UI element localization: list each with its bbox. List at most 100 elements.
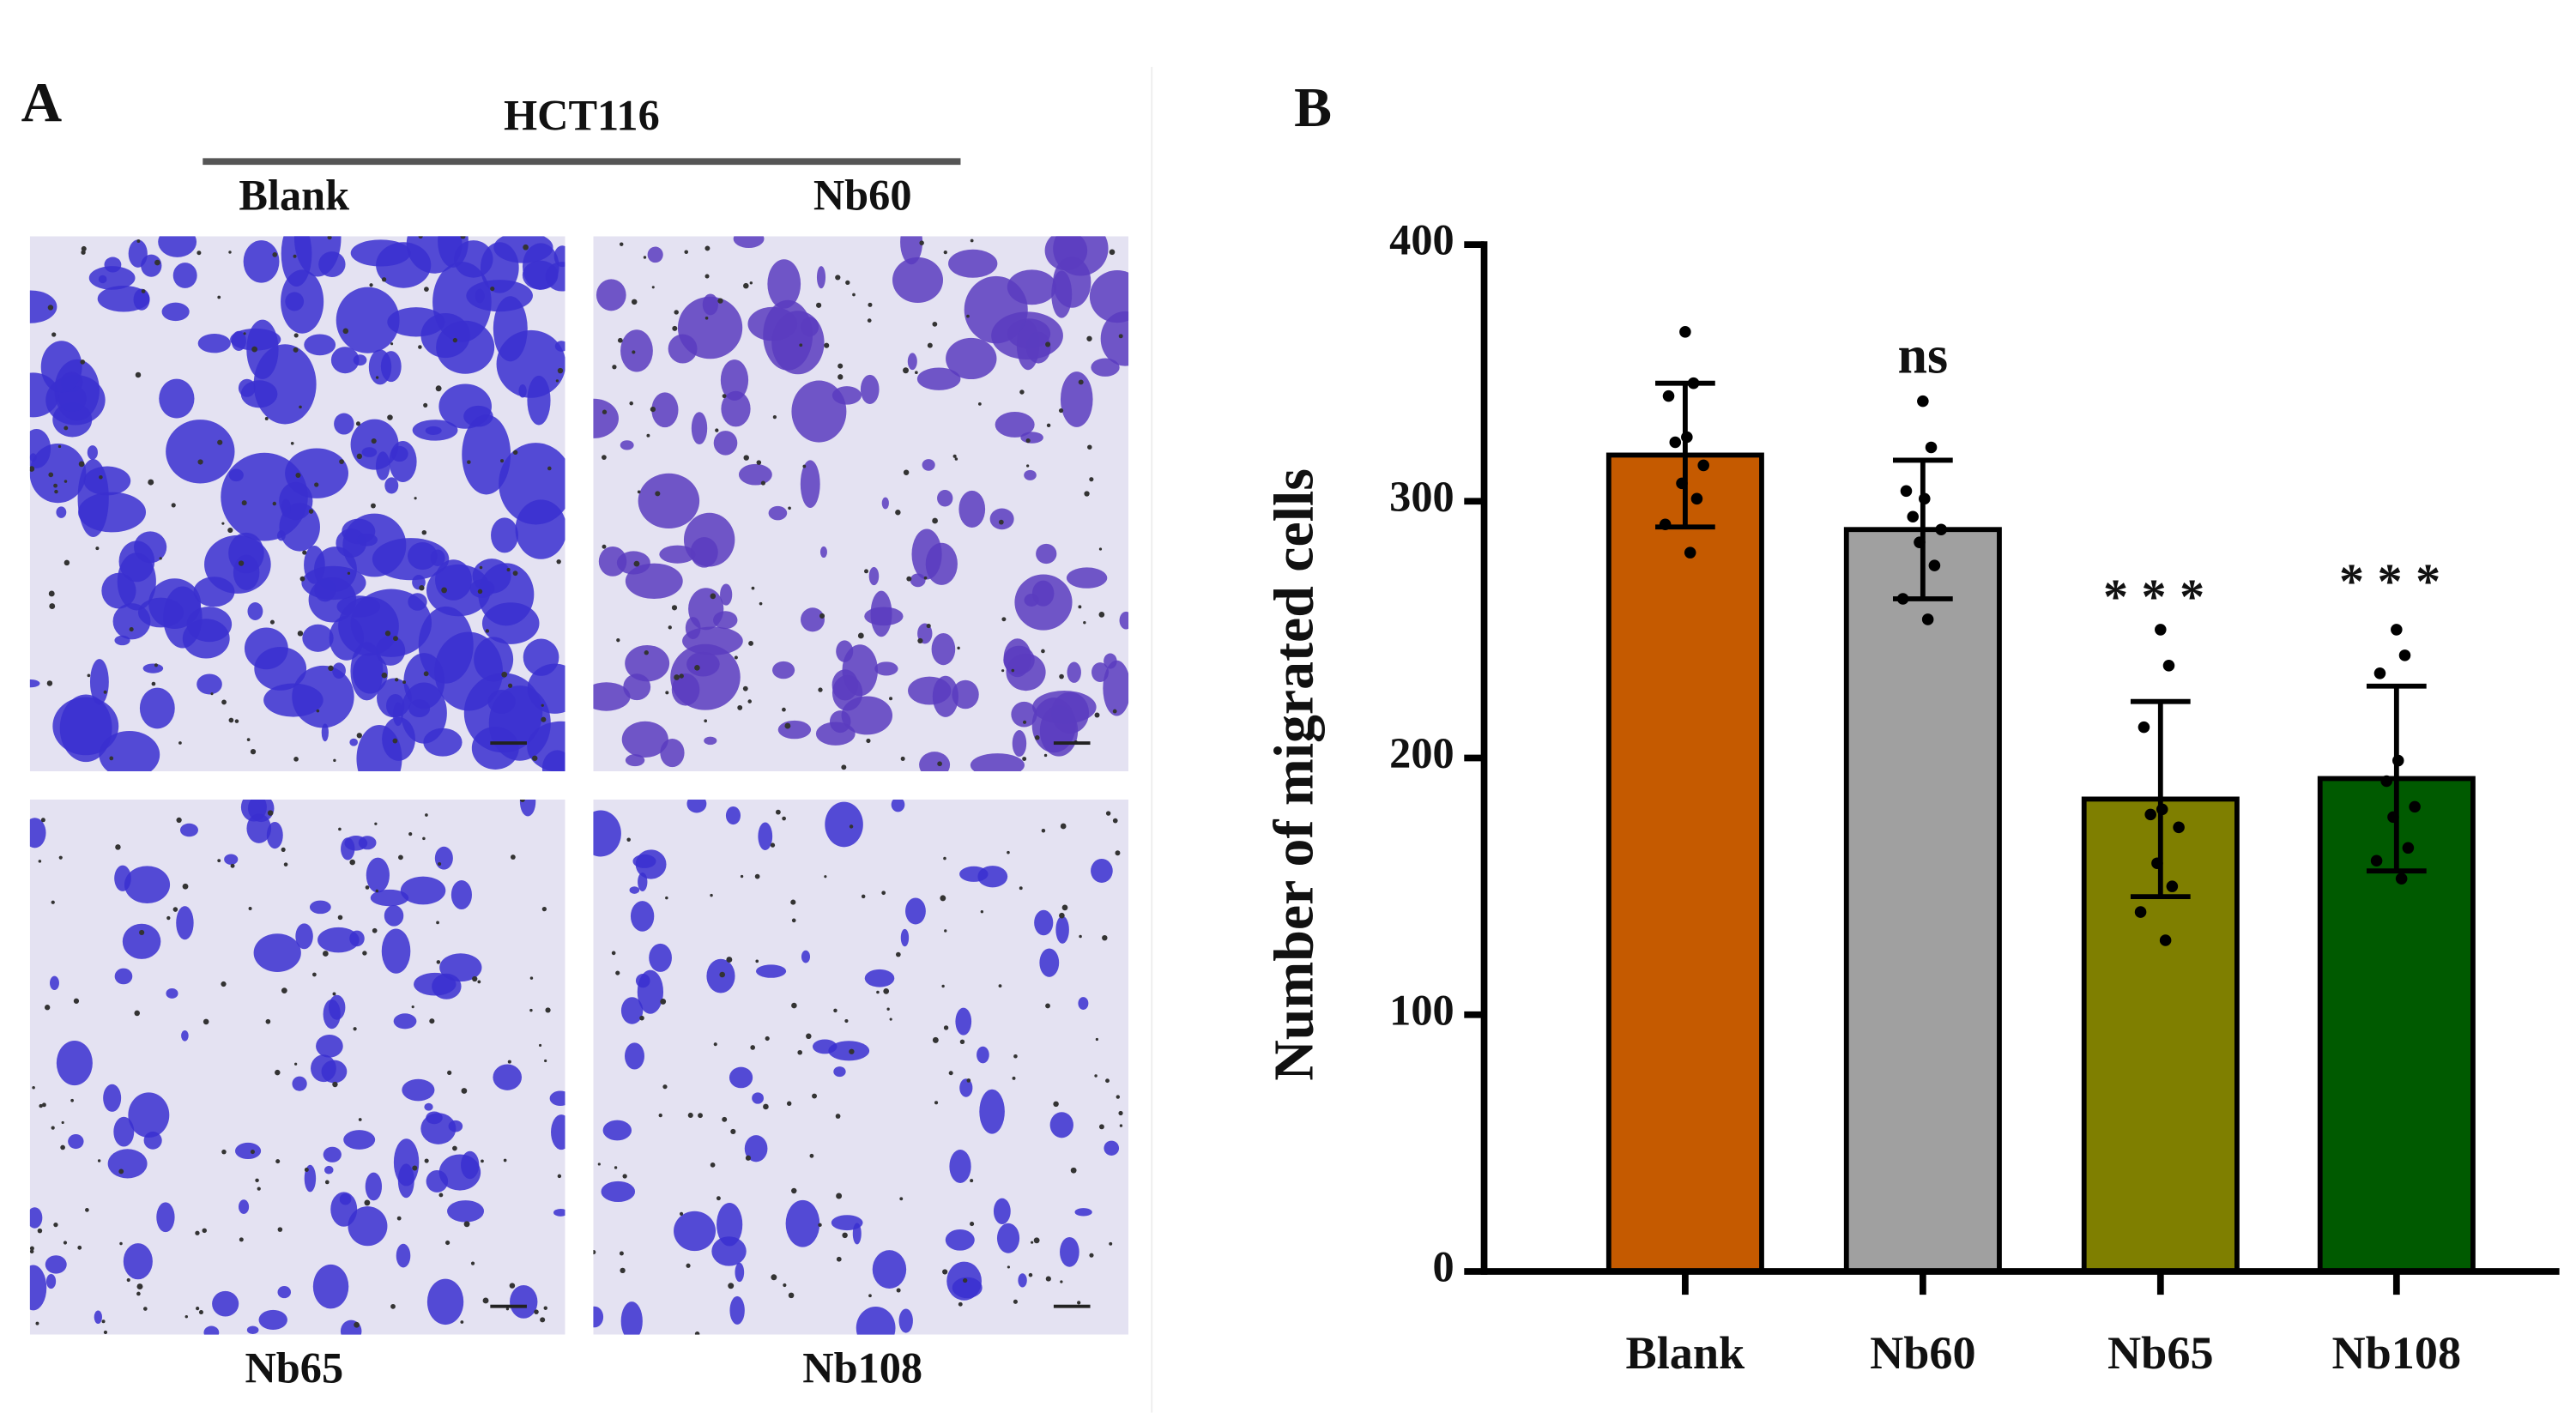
speck bbox=[293, 757, 299, 762]
speck bbox=[1087, 444, 1092, 450]
speck bbox=[906, 576, 912, 582]
speck bbox=[943, 250, 947, 255]
cell-cluster bbox=[620, 440, 634, 450]
speck bbox=[927, 342, 933, 348]
speck bbox=[29, 466, 35, 472]
data-point bbox=[1919, 492, 1931, 505]
scale-bar bbox=[490, 1304, 527, 1308]
cell-cluster bbox=[103, 1084, 122, 1112]
cell-cluster bbox=[330, 1192, 358, 1227]
speck bbox=[1007, 850, 1010, 854]
speck bbox=[797, 1049, 802, 1055]
speck bbox=[824, 342, 830, 348]
cell-cluster bbox=[825, 801, 863, 848]
speck bbox=[966, 1078, 971, 1083]
speck bbox=[293, 333, 299, 338]
cell-cluster bbox=[872, 1250, 907, 1289]
speck bbox=[70, 1098, 74, 1102]
cell-cluster bbox=[350, 239, 411, 267]
cell-cluster bbox=[447, 1200, 485, 1223]
speck bbox=[756, 460, 762, 465]
cell-cluster bbox=[128, 239, 148, 268]
data-point bbox=[1659, 518, 1672, 531]
cell-cluster bbox=[1032, 691, 1097, 724]
cell-cluster bbox=[426, 1278, 464, 1325]
cell-cluster bbox=[496, 329, 565, 398]
image-label: Blank bbox=[239, 171, 349, 219]
cell-cluster bbox=[553, 1208, 565, 1217]
cell-cluster bbox=[831, 669, 859, 701]
speck bbox=[134, 1010, 141, 1017]
speck bbox=[35, 1321, 39, 1325]
speck bbox=[643, 256, 647, 259]
speck bbox=[864, 569, 868, 574]
cell-cluster bbox=[829, 710, 851, 734]
speck bbox=[312, 972, 317, 977]
speck bbox=[791, 1187, 797, 1194]
micrograph bbox=[593, 236, 1129, 772]
speck bbox=[202, 1228, 207, 1234]
speck bbox=[658, 1113, 662, 1118]
speck bbox=[166, 915, 171, 921]
cell-cluster bbox=[833, 1066, 846, 1078]
speck bbox=[1112, 709, 1117, 714]
cell-cluster bbox=[370, 889, 409, 907]
speck bbox=[942, 1269, 948, 1275]
speck bbox=[148, 479, 154, 486]
speck bbox=[1098, 612, 1105, 618]
speck bbox=[1109, 1241, 1113, 1246]
speck bbox=[835, 1114, 841, 1119]
speck bbox=[436, 960, 441, 964]
cell-cluster bbox=[898, 1308, 913, 1333]
speck bbox=[765, 1036, 770, 1042]
speck bbox=[1001, 669, 1005, 673]
data-point bbox=[2380, 775, 2392, 788]
cell-cluster bbox=[720, 359, 749, 401]
cell-cluster bbox=[231, 330, 246, 351]
speck bbox=[541, 703, 544, 707]
cell-cluster bbox=[240, 799, 267, 822]
speck bbox=[932, 517, 938, 524]
speck bbox=[545, 1007, 551, 1013]
cell-cluster bbox=[323, 1146, 342, 1162]
cell-cluster bbox=[635, 849, 667, 879]
cell-cluster bbox=[301, 565, 366, 601]
speck bbox=[555, 379, 559, 383]
speck bbox=[679, 673, 684, 679]
speck bbox=[372, 927, 378, 933]
speck bbox=[481, 1159, 484, 1163]
speck bbox=[1022, 757, 1027, 762]
cell-cluster bbox=[424, 1102, 433, 1111]
speck bbox=[836, 1256, 842, 1262]
speck bbox=[198, 1310, 203, 1315]
cell-cluster bbox=[113, 1116, 135, 1147]
cell-cluster bbox=[377, 678, 412, 718]
speck bbox=[375, 376, 379, 379]
speck bbox=[265, 1018, 271, 1024]
speck bbox=[852, 293, 856, 297]
cell-cluster bbox=[384, 477, 399, 494]
speck bbox=[775, 809, 781, 815]
cell-cluster bbox=[321, 1060, 348, 1084]
speck bbox=[424, 287, 429, 292]
speck bbox=[472, 975, 478, 982]
speck bbox=[539, 1043, 542, 1048]
speck bbox=[53, 483, 57, 488]
speck bbox=[151, 681, 156, 686]
speck bbox=[419, 585, 425, 591]
cell-cluster bbox=[1025, 331, 1051, 364]
speck bbox=[937, 761, 942, 767]
cell-cluster bbox=[45, 1255, 67, 1274]
speck bbox=[934, 1101, 939, 1105]
speck bbox=[818, 687, 823, 692]
speck bbox=[136, 1283, 143, 1290]
speck bbox=[1043, 753, 1048, 758]
x-tick-label: Nb108 bbox=[2332, 1327, 2462, 1379]
significance: ns bbox=[1898, 326, 1949, 384]
speck bbox=[932, 1036, 939, 1043]
speck bbox=[686, 1263, 691, 1268]
speck bbox=[184, 1315, 188, 1319]
speck bbox=[290, 441, 294, 445]
speck bbox=[425, 813, 428, 817]
speck bbox=[1105, 1078, 1110, 1084]
